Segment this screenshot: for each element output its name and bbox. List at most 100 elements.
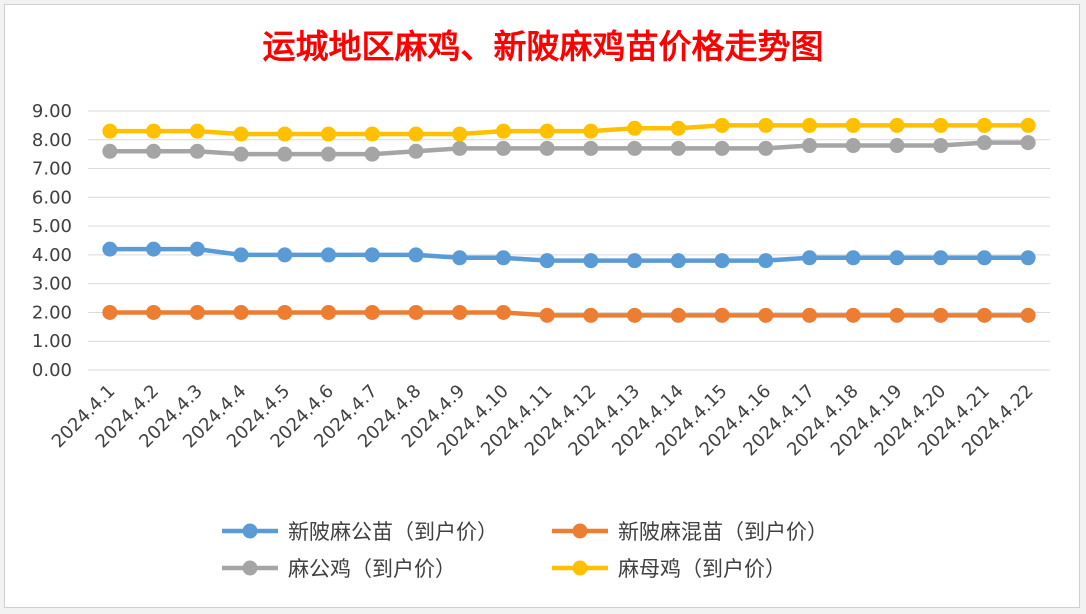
- data-point: [670, 307, 686, 323]
- data-point: [758, 307, 774, 323]
- data-point: [583, 140, 599, 156]
- y-tick-label: 5.00: [32, 216, 72, 237]
- data-point: [539, 253, 555, 269]
- y-tick-label: 3.00: [32, 274, 72, 295]
- data-point: [889, 307, 905, 323]
- series-line: [109, 123, 1029, 137]
- data-point: [714, 307, 730, 323]
- data-point: [189, 143, 205, 159]
- data-point: [364, 247, 380, 263]
- data-point: [583, 253, 599, 269]
- y-tick-label: 2.00: [32, 302, 72, 323]
- data-point: [976, 117, 992, 133]
- legend-label: 麻公鸡（到户价）: [288, 557, 456, 581]
- y-axis-ticks: 0.00 1.00 2.00 3.00 4.00 5.00 6.00 7.00 8.00 9.00: [32, 101, 72, 381]
- data-point: [976, 307, 992, 323]
- x-axis-ticks: 2024.4.12024.4.22024.4.32024.4.42024.4.5…: [48, 381, 1038, 461]
- legend-label: 新陂麻混苗（到户价）: [618, 520, 828, 544]
- data-point: [889, 138, 905, 154]
- data-point: [364, 146, 380, 162]
- legend-swatch-marker: [572, 523, 588, 539]
- data-point: [889, 250, 905, 266]
- data-point: [408, 143, 424, 159]
- data-point: [627, 253, 643, 269]
- data-point: [627, 140, 643, 156]
- data-point: [933, 250, 949, 266]
- data-point: [845, 307, 861, 323]
- data-point: [539, 140, 555, 156]
- data-point: [758, 253, 774, 269]
- data-point: [758, 140, 774, 156]
- data-point: [933, 307, 949, 323]
- series-3: [102, 135, 1036, 162]
- data-point: [976, 135, 992, 151]
- legend-item: 新陂麻公苗（到户价）: [222, 520, 498, 544]
- data-point: [277, 126, 293, 142]
- data-point: [277, 304, 293, 320]
- data-point: [233, 146, 249, 162]
- data-point: [670, 140, 686, 156]
- data-point: [102, 241, 118, 257]
- chart-frame: [4, 4, 1080, 608]
- data-point: [495, 250, 511, 266]
- series-lines: [102, 117, 1036, 323]
- legend-item: 新陂麻混苗（到户价）: [552, 520, 828, 544]
- data-point: [408, 304, 424, 320]
- legend-label: 新陂麻公苗（到户价）: [288, 520, 498, 544]
- legend-item: 麻公鸡（到户价）: [222, 557, 456, 581]
- data-point: [408, 247, 424, 263]
- data-point: [758, 117, 774, 133]
- data-point: [189, 304, 205, 320]
- data-point: [495, 123, 511, 139]
- data-point: [802, 307, 817, 323]
- data-point: [495, 304, 511, 320]
- y-tick-label: 7.00: [32, 159, 72, 180]
- data-point: [627, 120, 643, 136]
- data-point: [364, 126, 380, 142]
- chart-title: 运城地区麻鸡、新陂麻鸡苗价格走势图: [263, 27, 824, 66]
- data-point: [321, 146, 336, 162]
- data-point: [1020, 117, 1036, 133]
- data-point: [452, 126, 468, 142]
- data-point: [233, 304, 249, 320]
- data-point: [933, 117, 949, 133]
- data-point: [102, 143, 118, 159]
- data-point: [1020, 135, 1036, 151]
- data-point: [321, 126, 336, 142]
- data-point: [845, 117, 861, 133]
- gridlines: [88, 110, 1050, 371]
- data-point: [802, 250, 817, 266]
- data-point: [452, 304, 468, 320]
- y-tick-label: 6.00: [32, 187, 72, 208]
- y-tick-label: 1.00: [32, 331, 72, 352]
- series-1: [102, 241, 1036, 269]
- series-line: [109, 140, 1029, 157]
- legend-swatch-marker: [242, 523, 258, 539]
- data-point: [189, 123, 205, 139]
- data-point: [1020, 307, 1036, 323]
- data-point: [233, 126, 249, 142]
- data-point: [146, 143, 162, 159]
- data-point: [933, 138, 949, 154]
- data-point: [364, 304, 380, 320]
- y-tick-label: 0.00: [32, 360, 72, 381]
- data-point: [321, 247, 336, 263]
- data-point: [845, 250, 861, 266]
- y-tick-label: 4.00: [32, 245, 72, 266]
- data-point: [495, 140, 511, 156]
- data-point: [889, 117, 905, 133]
- legend-swatch-marker: [242, 560, 258, 576]
- y-tick-label: 9.00: [32, 101, 72, 122]
- data-point: [408, 126, 424, 142]
- data-point: [583, 123, 599, 139]
- data-point: [102, 304, 118, 320]
- data-point: [670, 120, 686, 136]
- series-line: [109, 310, 1029, 318]
- legend: 新陂麻公苗（到户价） 新陂麻混苗（到户价） 麻公鸡（到户价） 麻母鸡（到户价）: [222, 520, 828, 581]
- data-point: [539, 123, 555, 139]
- data-point: [452, 140, 468, 156]
- data-point: [539, 307, 555, 323]
- data-point: [233, 247, 249, 263]
- data-point: [277, 247, 293, 263]
